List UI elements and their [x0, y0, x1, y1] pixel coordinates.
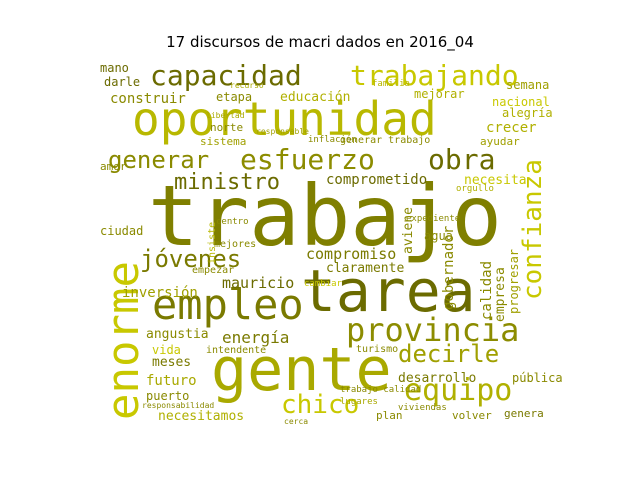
word-trabajando: trabajando	[350, 59, 519, 92]
word-semana: semana	[506, 78, 550, 92]
word-recurso: libertad	[206, 111, 245, 120]
word-plan: plan	[376, 409, 403, 422]
word-equipo: equipo	[404, 373, 513, 408]
word-agua: agua	[424, 229, 453, 243]
word-energia: energía	[222, 328, 290, 347]
word-darle: darle	[104, 75, 141, 89]
word-inflacion: expediente	[406, 214, 461, 224]
word-mano: mano	[100, 61, 129, 75]
word-generar: generar	[108, 146, 210, 174]
word-ministro: ministro	[174, 170, 280, 195]
word-ayudar: ayudar	[480, 135, 520, 148]
word-progresar: progresar	[507, 248, 521, 314]
word-crecer: crecer	[486, 120, 537, 136]
chart-title: 17 discursos de macri dados en 2016_04	[166, 33, 474, 51]
word-inversion: inversión	[122, 285, 198, 301]
word-genera: genera	[504, 407, 544, 420]
word-cerca: viviendas	[398, 403, 447, 413]
word-trabajo: trabajo	[148, 167, 503, 265]
word-empezar: empezar	[192, 265, 235, 276]
word-empleo: empleo	[152, 280, 304, 329]
word-publica: pública	[512, 371, 563, 385]
word-meses: meses	[152, 355, 192, 370]
word-amor: amor	[100, 160, 127, 173]
word-capacidad: capacidad	[150, 59, 302, 92]
word-futuro: futuro	[146, 373, 197, 389]
word-libertad: lugares	[340, 397, 378, 407]
word-orgullo: responsable	[256, 127, 309, 136]
word-insiste: centro	[216, 217, 249, 227]
word-familia: familia	[372, 79, 410, 89]
word-expediente: orgullo	[456, 184, 494, 194]
word-claramente: claramente	[326, 261, 405, 276]
word-calidad: calidad	[479, 260, 495, 320]
word-obra: obra	[428, 143, 496, 176]
word-necesitamos: necesitamos	[158, 409, 245, 424]
word-decirle: decirle	[398, 340, 500, 368]
word-trabajo-calidad: responsabilidad	[142, 401, 215, 410]
word-educacion: educación	[280, 90, 351, 105]
word-centro: inflación	[308, 135, 357, 145]
word-turismo: turismo	[356, 344, 399, 355]
word-alegria: alegría	[502, 106, 553, 120]
word-norte: norte	[210, 121, 244, 134]
word-nacional: nacional	[492, 95, 550, 109]
word-etapa: etapa	[216, 90, 253, 104]
word-sistema: sistema	[200, 135, 247, 148]
word-desarrollo: desarrollo	[398, 371, 477, 386]
word-viviendas: cambiar	[304, 279, 342, 289]
word-vida: vida	[152, 343, 181, 357]
word-mauricio: mauricio	[222, 274, 295, 292]
word-esfuerzo: esfuerzo	[240, 143, 375, 176]
word-cloud: trabajo tarea gente oportunidad empleo p…	[96, 58, 565, 426]
word-ciudad: ciudad	[100, 224, 144, 238]
word-intendente: intendente	[206, 345, 267, 356]
word-generar-trabajo: generar trabajo	[340, 135, 431, 146]
word-responsabilidad: cerca	[284, 417, 309, 426]
word-empresa: empresa	[493, 267, 508, 322]
word-necesita: necesita	[464, 173, 527, 188]
word-construir: construir	[110, 91, 186, 107]
word-compromiso: compromiso	[306, 245, 397, 263]
word-gente: gente	[211, 335, 392, 405]
word-tarea: tarea	[301, 257, 476, 325]
word-lugares: trabajo calidad	[340, 385, 422, 395]
word-jovenes: jóvenes	[140, 245, 242, 273]
word-provincia: provincia	[346, 311, 520, 349]
word-puerto: puerto	[146, 389, 190, 403]
word-responsable: recurso	[230, 81, 264, 90]
word-angustia: angustia	[146, 327, 209, 342]
word-oportunidad: oportunidad	[132, 92, 437, 146]
word-volver: volver	[452, 409, 492, 422]
word-comprometido: comprometido	[326, 172, 428, 188]
word-mejorar: mejorar	[414, 87, 465, 101]
word-mejores: mejores	[214, 239, 257, 250]
word-chico: chico	[281, 390, 360, 420]
